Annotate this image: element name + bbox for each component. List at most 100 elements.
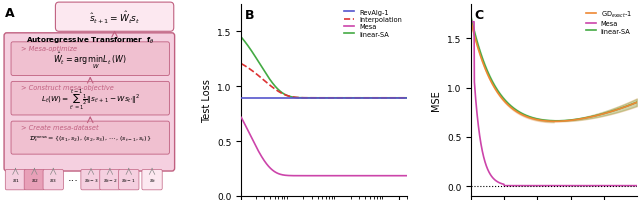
$\mathrm{GD}_{exact}$-1 <box>467 21 475 24</box>
FancyBboxPatch shape <box>4 34 175 171</box>
Legend: RevAlg-1, Interpolation, Mesa, linear-SA: RevAlg-1, Interpolation, Mesa, linear-SA <box>343 8 404 39</box>
Text: $\mathcal{D}_t^{\mathrm{mesa}} = \{(s_1, s_2),\,(s_2, s_3),\,\cdots,\,(s_{t-1}, : $\mathcal{D}_t^{\mathrm{mesa}} = \{(s_1,… <box>29 134 152 144</box>
FancyBboxPatch shape <box>11 82 170 115</box>
linear-SA <box>633 102 640 104</box>
Mesa <box>316 175 324 177</box>
linear-SA <box>629 103 637 105</box>
Text: $s_2$: $s_2$ <box>31 176 38 184</box>
Mesa <box>604 185 611 187</box>
linear-SA <box>547 120 555 122</box>
Text: $s_3$: $s_3$ <box>49 176 57 184</box>
Interpolation <box>316 97 324 100</box>
Mesa <box>547 185 555 187</box>
$\mathrm{GD}_{exact}$-1 <box>629 103 637 105</box>
RevAlg-1 <box>237 97 245 100</box>
linear-SA <box>317 97 325 100</box>
$\mathrm{GD}_{exact}$-1 <box>546 120 554 123</box>
Interpolation <box>337 97 344 100</box>
RevAlg-1 <box>316 97 324 100</box>
FancyBboxPatch shape <box>24 170 44 190</box>
Y-axis label: Test Loss: Test Loss <box>202 79 212 122</box>
Mesa <box>557 185 565 187</box>
Text: $s_t$: $s_t$ <box>148 176 156 184</box>
Line: $\mathrm{GD}_{exact}$-1: $\mathrm{GD}_{exact}$-1 <box>471 23 637 122</box>
RevAlg-1 <box>336 97 344 100</box>
Mesa <box>633 185 640 187</box>
Interpolation <box>399 97 407 100</box>
Text: $\hat{s}_{t+1} = \hat{W}_t s_t$: $\hat{s}_{t+1} = \hat{W}_t s_t$ <box>89 10 140 26</box>
Interpolation <box>403 97 411 100</box>
linear-SA <box>566 119 574 122</box>
Line: Mesa: Mesa <box>471 23 637 186</box>
FancyBboxPatch shape <box>100 170 120 190</box>
Text: C: C <box>474 9 483 22</box>
linear-SA <box>316 97 324 100</box>
Mesa <box>374 175 381 177</box>
RevAlg-1 <box>327 97 335 100</box>
Mesa <box>317 175 325 177</box>
linear-SA <box>374 97 381 100</box>
$\mathrm{GD}_{exact}$-1 <box>547 120 555 123</box>
linear-SA <box>399 97 407 100</box>
Text: > Create mesa-dataset: > Create mesa-dataset <box>20 124 98 130</box>
linear-SA <box>467 18 475 20</box>
RevAlg-1 <box>399 97 407 100</box>
Text: $s_{t-1}$: $s_{t-1}$ <box>122 176 136 184</box>
Mesa <box>566 185 574 187</box>
Mesa <box>403 175 411 177</box>
Text: ···: ··· <box>67 175 78 185</box>
Interpolation <box>335 97 342 100</box>
Interpolation <box>237 63 245 65</box>
Interpolation <box>327 97 335 100</box>
FancyBboxPatch shape <box>56 3 173 32</box>
Text: > Construct mesa-objective: > Construct mesa-objective <box>20 84 113 91</box>
linear-SA <box>546 120 554 122</box>
Mesa <box>547 185 554 187</box>
FancyBboxPatch shape <box>81 170 101 190</box>
Mesa <box>629 185 637 187</box>
Text: $s_1$: $s_1$ <box>12 176 19 184</box>
Line: linear-SA: linear-SA <box>241 38 407 98</box>
RevAlg-1 <box>403 97 411 100</box>
linear-SA <box>327 97 335 100</box>
Mesa <box>328 175 335 177</box>
RevAlg-1 <box>317 97 325 100</box>
$\mathrm{GD}_{exact}$-1 <box>557 120 565 123</box>
Text: B: B <box>244 9 254 22</box>
Interpolation <box>374 97 381 100</box>
linear-SA <box>237 37 245 39</box>
linear-SA <box>332 97 339 100</box>
$\mathrm{GD}_{exact}$-1 <box>551 120 559 123</box>
FancyBboxPatch shape <box>43 170 63 190</box>
Line: Interpolation: Interpolation <box>241 64 407 98</box>
linear-SA <box>403 97 411 100</box>
FancyBboxPatch shape <box>11 43 170 76</box>
Text: A: A <box>5 7 15 20</box>
FancyBboxPatch shape <box>142 170 162 190</box>
Text: $s_{t-2}$: $s_{t-2}$ <box>102 176 117 184</box>
RevAlg-1 <box>373 97 381 100</box>
Text: $s_{t-3}$: $s_{t-3}$ <box>84 176 99 184</box>
Y-axis label: MSE: MSE <box>431 90 442 111</box>
FancyBboxPatch shape <box>11 122 170 154</box>
Interpolation <box>317 97 325 100</box>
Mesa <box>337 175 344 177</box>
Line: Mesa: Mesa <box>241 118 407 176</box>
$\mathrm{GD}_{exact}$-1 <box>566 120 574 122</box>
Mesa <box>467 21 475 24</box>
Text: $\hat{W}_t = \arg\min_W L_t(W)$: $\hat{W}_t = \arg\min_W L_t(W)$ <box>54 50 127 71</box>
Text: $L_t(W) = \sum_{t^{\prime}=1}^{t-1} \frac{1}{2}\|s_{t^{\prime}+1} - Ws_{t^{\prim: $L_t(W) = \sum_{t^{\prime}=1}^{t-1} \fra… <box>40 87 140 111</box>
linear-SA <box>557 120 565 122</box>
FancyBboxPatch shape <box>5 170 26 190</box>
Mesa <box>322 175 330 177</box>
Legend: GD$_{exact}$-1, Mesa, linear-SA: GD$_{exact}$-1, Mesa, linear-SA <box>584 8 634 36</box>
linear-SA <box>552 120 560 122</box>
Text: > Mesa-optimize: > Mesa-optimize <box>20 45 77 51</box>
Mesa <box>237 117 245 119</box>
linear-SA <box>337 97 344 100</box>
linear-SA <box>604 112 611 114</box>
Text: Autoregressive Transformer  $\mathbf{f}_\theta$: Autoregressive Transformer $\mathbf{f}_\… <box>26 36 154 46</box>
FancyBboxPatch shape <box>118 170 139 190</box>
Mesa <box>500 185 508 187</box>
Mesa <box>399 175 407 177</box>
